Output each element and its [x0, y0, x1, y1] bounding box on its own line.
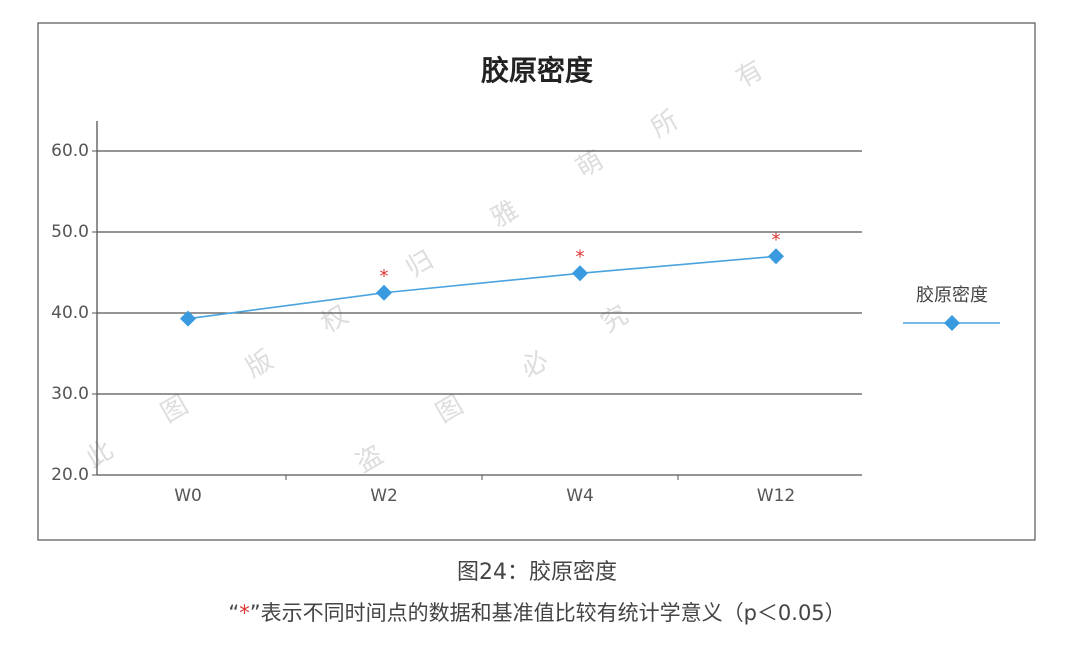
- watermark: 必: [516, 345, 554, 384]
- caption-star: *: [239, 601, 250, 625]
- annotation: *: [576, 246, 585, 267]
- marker: [180, 310, 196, 327]
- chart-title: 胶原密度: [481, 54, 593, 87]
- watermark: 有: [731, 55, 769, 94]
- annotation: *: [380, 266, 389, 287]
- y-tick-label: 40.0: [51, 303, 89, 323]
- x-tick-label: W0: [174, 486, 202, 506]
- y-tick-label: 30.0: [51, 384, 89, 404]
- series-line: [187, 255, 777, 320]
- x-tick-label: W2: [370, 486, 398, 506]
- marker: [376, 284, 392, 301]
- legend-label: 胶原密度: [916, 285, 988, 306]
- watermark: 究: [596, 300, 634, 339]
- x-tick-label: W4: [566, 486, 594, 506]
- annotation: *: [772, 229, 781, 250]
- marker: [768, 248, 784, 265]
- watermark: 图: [156, 390, 194, 429]
- watermark: 权: [316, 300, 354, 339]
- caption-title: 图24：胶原密度: [457, 560, 617, 585]
- watermark: 盗: [351, 440, 389, 479]
- marker: [572, 265, 588, 282]
- x-tick-label: W12: [757, 486, 795, 506]
- watermark: 所: [646, 105, 684, 144]
- legend-marker: [944, 315, 960, 331]
- watermark: 归: [401, 245, 439, 284]
- caption-part: “: [228, 601, 239, 625]
- y-tick-label: 60.0: [51, 141, 89, 161]
- y-tick-label: 50.0: [51, 222, 89, 242]
- watermark: 雅: [486, 195, 524, 234]
- y-tick-label: 20.0: [51, 465, 89, 485]
- watermark: 版: [241, 345, 279, 384]
- watermark: 图: [431, 390, 469, 429]
- caption-note: “*”表示不同时间点的数据和基准值比较有统计学意义（p＜0.05）: [228, 601, 845, 625]
- chart-frame: [37, 22, 1036, 541]
- caption-part: ”表示不同时间点的数据和基准值比较有统计学意义（p＜0.05）: [250, 601, 846, 625]
